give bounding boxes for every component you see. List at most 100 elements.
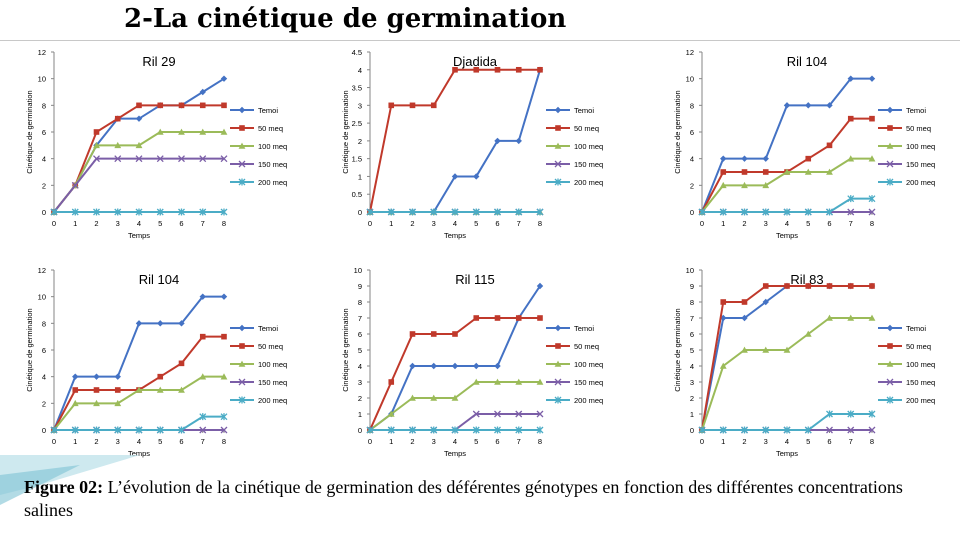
chart-svg: 0 1 2 3 4 5 6 7 8 9 10 0 1 2 3 4 5 6 7 8 Ril 83 Temps Cinétiqu…: [673, 266, 935, 458]
legend-marker: [238, 178, 246, 186]
chart-title: Ril 104: [139, 272, 179, 287]
y-tick-label: 4: [690, 362, 694, 371]
chart-title: Djadida: [453, 54, 498, 69]
legend-entry-150-meq: 150 meq: [546, 378, 603, 387]
data-point: [220, 413, 228, 421]
legend-entry-100-meq: 100 meq: [230, 142, 287, 151]
y-tick-label: 7: [358, 314, 362, 323]
x-tick-label: 3: [764, 219, 768, 228]
data-point: [847, 410, 855, 418]
y-axis-label: Cinétique de germination: [341, 90, 350, 173]
data-point: [741, 314, 748, 322]
legend-marker: [886, 160, 894, 168]
data-point: [762, 283, 769, 289]
data-point: [114, 115, 121, 122]
data-point: [135, 386, 143, 393]
legend-entry-temoi: Temoi: [546, 106, 594, 115]
data-point: [515, 315, 522, 321]
x-tick-label: 7: [849, 219, 853, 228]
x-tick-label: 5: [158, 437, 162, 446]
legend-marker: [238, 160, 246, 168]
legend-marker: [238, 142, 246, 149]
legend-entry-150-meq: 150 meq: [878, 378, 935, 387]
x-tick-label: 1: [389, 219, 393, 228]
data-point: [515, 410, 523, 418]
y-tick-label: 2.5: [352, 119, 362, 128]
chart-ril-83: 0 1 2 3 4 5 6 7 8 9 10 0 1 2 3 4 5 6 7 8 Ril 83 Temps Cinétiqu…: [660, 262, 960, 472]
data-point: [114, 155, 122, 163]
x-axis-label: Temps: [444, 231, 466, 240]
y-tick-label: 0: [358, 426, 362, 435]
x-tick-label: 5: [474, 437, 478, 446]
x-tick-label: 6: [827, 437, 831, 446]
legend-entry-200-meq: 200 meq: [546, 178, 603, 187]
chart-title: Ril 115: [455, 272, 495, 287]
y-tick-label: 4: [42, 155, 46, 164]
x-tick-label: 3: [432, 437, 436, 446]
legend-marker: [238, 396, 246, 404]
data-point: [473, 315, 480, 321]
data-point: [93, 399, 100, 407]
data-point: [366, 208, 374, 216]
legend-marker: [886, 142, 894, 149]
legend-entry-temoi: Temoi: [230, 106, 278, 115]
y-tick-label: 8: [358, 298, 362, 307]
data-point: [536, 426, 544, 434]
legend-marker: [238, 360, 246, 367]
data-point: [452, 66, 458, 73]
y-tick-label: 10: [38, 293, 46, 302]
data-point: [473, 173, 480, 180]
legend-entry-200-meq: 200 meq: [546, 396, 603, 405]
x-tick-label: 8: [870, 219, 874, 228]
y-tick-label: 0.5: [352, 190, 362, 199]
legend-label: Temoi: [574, 324, 594, 333]
figure-caption: Figure 02: L’évolution de la cinétique d…: [24, 476, 924, 526]
data-point: [409, 331, 416, 337]
data-point: [157, 320, 164, 327]
y-tick-label: 6: [690, 128, 694, 137]
data-point: [199, 88, 206, 96]
data-point: [366, 426, 374, 434]
data-point: [430, 426, 438, 434]
legend-entry-temoi: Temoi: [230, 324, 278, 333]
legend-entry-150-meq: 150 meq: [230, 378, 287, 387]
chart-ril-29: 0 2 4 6 8 10 12 0 1 2 3 4 5 6 7 8 Ril 29 Temps Cinétique d…: [12, 44, 332, 254]
data-point: [114, 426, 122, 434]
data-point: [50, 426, 58, 434]
series-line: [53, 295, 224, 431]
data-point: [472, 208, 480, 216]
data-point: [826, 410, 833, 418]
legend-marker: [239, 343, 245, 349]
data-point: [720, 155, 727, 162]
y-tick-label: 5: [358, 346, 362, 355]
data-point: [430, 362, 437, 370]
data-point: [114, 373, 121, 380]
legend-entry-temoi: Temoi: [878, 324, 926, 333]
legend-entry-100-meq: 100 meq: [546, 142, 603, 151]
data-point: [387, 410, 395, 417]
data-point: [494, 410, 501, 418]
data-point: [537, 66, 543, 73]
y-tick-label: 2: [690, 181, 694, 190]
y-tick-label: 2: [358, 137, 362, 146]
data-point: [71, 426, 79, 434]
data-point: [805, 283, 812, 289]
x-tick-label: 8: [538, 437, 542, 446]
legend-marker: [238, 378, 246, 386]
corner-decoration: [0, 455, 140, 505]
data-point: [157, 373, 164, 380]
data-point: [221, 333, 227, 340]
legend-marker: [554, 178, 562, 186]
legend-marker: [554, 378, 562, 386]
data-point: [494, 137, 501, 145]
data-point: [93, 129, 100, 135]
series-100-meq: [50, 373, 228, 433]
data-point: [804, 168, 812, 175]
x-tick-label: 7: [201, 219, 205, 228]
data-point: [388, 379, 395, 385]
data-point: [409, 426, 416, 434]
x-tick-label: 2: [410, 437, 414, 446]
legend-label: 100 meq: [906, 142, 935, 151]
legend-entry-200-meq: 200 meq: [878, 396, 935, 405]
legend-label: 150 meq: [258, 160, 287, 169]
